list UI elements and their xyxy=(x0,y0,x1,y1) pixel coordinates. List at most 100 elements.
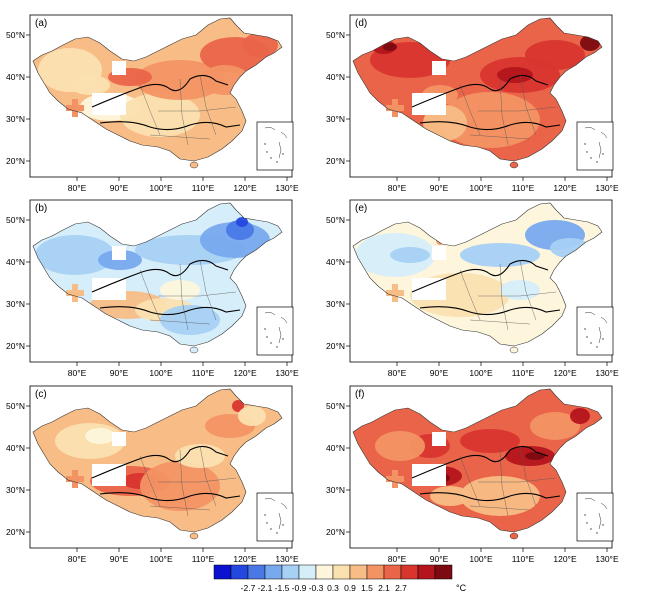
province-boundary xyxy=(158,106,237,112)
province-boundary xyxy=(469,505,531,511)
map-panel-e: (e) 80°E 90°E 100°E 110°E 120°E 130°E 50°N 40°N 3… xyxy=(326,199,619,378)
field-contour xyxy=(500,280,540,300)
hainan-island xyxy=(189,532,199,540)
lat-tick-label: 40°N xyxy=(326,257,345,267)
china-boundary xyxy=(352,17,603,162)
lon-tick-label: 110°E xyxy=(512,368,535,378)
inset-frame xyxy=(576,121,614,171)
inset-island xyxy=(596,532,598,534)
inset-coastline xyxy=(584,312,608,344)
lat-tick-label: 50°N xyxy=(6,215,25,225)
province-boundary xyxy=(179,449,189,517)
colorbar-swatch xyxy=(417,564,436,580)
map-panel-b: (b) 80°E 90°E 100°E 110°E 120°E 130°E 50°N 40°N 3… xyxy=(6,199,299,378)
province-boundary xyxy=(519,74,537,136)
field-contour xyxy=(35,235,115,275)
field-contour xyxy=(525,40,585,70)
missing-data-patch xyxy=(412,93,446,115)
lon-tick-label: 120°E xyxy=(233,554,257,564)
province-boundary xyxy=(459,84,481,136)
china-boundary xyxy=(352,202,603,347)
field-contour xyxy=(460,429,520,453)
inset-island xyxy=(264,143,266,145)
field-contour xyxy=(375,431,425,461)
yellow-river xyxy=(91,74,229,108)
lon-tick-label: 100°E xyxy=(149,368,173,378)
inset-island xyxy=(282,338,284,340)
colorbar-swatch xyxy=(400,564,419,580)
province-boundary xyxy=(149,505,211,511)
field-contour xyxy=(238,406,266,426)
lat-tick-label: 30°N xyxy=(6,485,25,495)
lon-tick-label: 100°E xyxy=(469,554,493,564)
field-contour xyxy=(530,412,580,440)
inset-island xyxy=(590,342,592,344)
map-panel-c: (c) 80°E 90°E 100°E 110°E 120°E 130°E 50°N 40°N 3… xyxy=(6,385,299,564)
province-boundary xyxy=(199,445,217,507)
missing-data-patch xyxy=(92,93,126,115)
lon-tick-label: 110°E xyxy=(192,554,215,564)
lat-tick-label: 20°N xyxy=(6,341,25,351)
province-boundary xyxy=(179,78,189,146)
field-contour xyxy=(460,243,540,267)
lat-tick-label: 30°N xyxy=(6,299,25,309)
field-contour xyxy=(175,444,225,468)
colorbar-swatch xyxy=(264,564,283,580)
field-contour xyxy=(497,67,533,83)
inset-island xyxy=(270,528,272,530)
inset-island xyxy=(276,161,278,163)
panel-label: (b) xyxy=(35,203,47,214)
lat-tick-label: 50°N xyxy=(326,401,345,411)
province-boundary xyxy=(139,269,161,321)
province-boundary xyxy=(459,269,481,321)
colorbar-tick-label: 0.9 xyxy=(344,583,356,593)
lon-tick-label: 110°E xyxy=(512,183,535,193)
data-patch xyxy=(66,99,84,117)
south-china-sea-inset xyxy=(576,306,614,356)
lat-tick-label: 20°N xyxy=(6,156,25,166)
province-boundary xyxy=(499,449,509,517)
field-contour xyxy=(120,93,200,137)
inset-coastline xyxy=(584,498,608,530)
province-boundary xyxy=(149,319,211,325)
south-china-sea-inset xyxy=(256,306,294,356)
colorbar-swatch xyxy=(434,564,453,580)
lat-tick-label: 50°N xyxy=(326,215,345,225)
inset-island xyxy=(282,524,284,526)
colorbar: -2.7 -2.1 -1.5 -0.9 -0.3 0.3 0.9 1.5 2.1 2.7 °C xyxy=(213,564,467,593)
yangtze-river xyxy=(419,492,561,502)
lon-tick-label: 130°E xyxy=(275,368,299,378)
lat-tick-label: 30°N xyxy=(326,485,345,495)
lon-tick-label: 80°E xyxy=(388,554,407,564)
province-boundary xyxy=(149,134,211,140)
yellow-river xyxy=(411,259,549,293)
field-contour xyxy=(236,217,248,227)
colorbar-tick-label: -1.5 xyxy=(275,583,290,593)
inset-island xyxy=(276,346,278,348)
field-contour xyxy=(430,486,470,506)
lat-tick-label: 30°N xyxy=(326,299,345,309)
lon-tick-label: 130°E xyxy=(595,368,619,378)
lat-tick-label: 40°N xyxy=(6,72,25,82)
field-contour xyxy=(242,33,278,57)
field-contour xyxy=(160,305,220,335)
colorbar-tick-label: 2.1 xyxy=(378,583,390,593)
inset-island xyxy=(586,336,588,338)
inset-frame xyxy=(576,306,614,356)
lon-tick-label: 100°E xyxy=(149,554,173,564)
hainan-island xyxy=(509,532,519,540)
lat-tick-label: 20°N xyxy=(326,156,345,166)
province-boundary xyxy=(469,134,531,140)
inset-island xyxy=(602,524,604,526)
inset-coastline xyxy=(264,127,288,159)
lat-tick-label: 40°N xyxy=(326,72,345,82)
lon-tick-label: 90°E xyxy=(110,183,129,193)
colorbar-swatch xyxy=(383,564,402,580)
lon-tick-label: 90°E xyxy=(110,554,129,564)
colorbar-swatch xyxy=(213,564,232,580)
south-china-sea-inset xyxy=(576,492,614,542)
missing-data-patch xyxy=(112,432,126,446)
province-boundary xyxy=(499,78,509,146)
field-contour xyxy=(140,461,220,511)
china-boundary xyxy=(32,17,283,162)
